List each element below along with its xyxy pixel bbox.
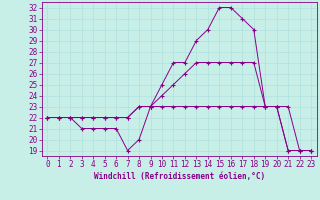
X-axis label: Windchill (Refroidissement éolien,°C): Windchill (Refroidissement éolien,°C) bbox=[94, 172, 265, 181]
